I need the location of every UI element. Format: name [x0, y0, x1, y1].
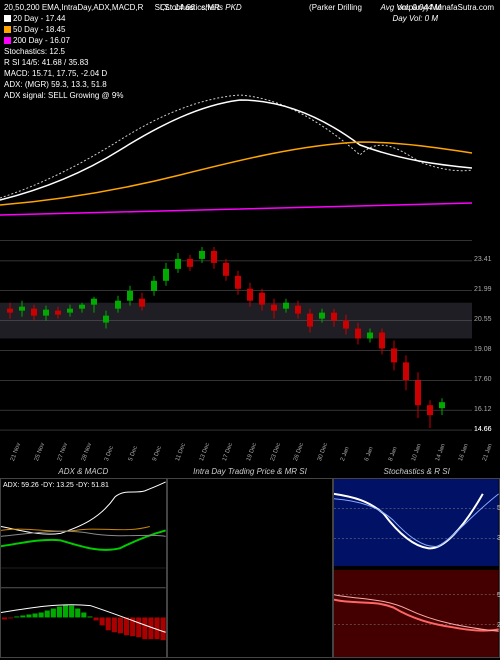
chart-header: 20,50,200 EMA,IntraDay,ADX,MACD,R SI,Sto…: [4, 2, 496, 101]
day-vol: Day Vol: 0 M: [393, 13, 439, 24]
indicator-panels: ADX & MACD ADX: 59.26 -DY: 13.25 -DY: 51…: [0, 478, 500, 658]
candlestick-chart: [0, 240, 472, 440]
ema-chart: [0, 90, 472, 235]
stochastics-rsi-panel: Stochastics & R SI 50305026..: [333, 478, 500, 658]
x-axis-labels: 21 Nov25 Nov27 Nov28 Nov3 Dec5 Dec9 Dec1…: [0, 442, 472, 467]
y-axis-labels: 23.4121.9920.5519.0817.6016.1214.6614.66: [472, 240, 500, 440]
close-price: CL: 14.66: [160, 3, 195, 12]
intraday-panel: Intra Day Trading Price & MR SI: [167, 478, 334, 658]
adx-macd-panel: ADX & MACD ADX: 59.26 -DY: 13.25 -DY: 51…: [0, 478, 167, 658]
